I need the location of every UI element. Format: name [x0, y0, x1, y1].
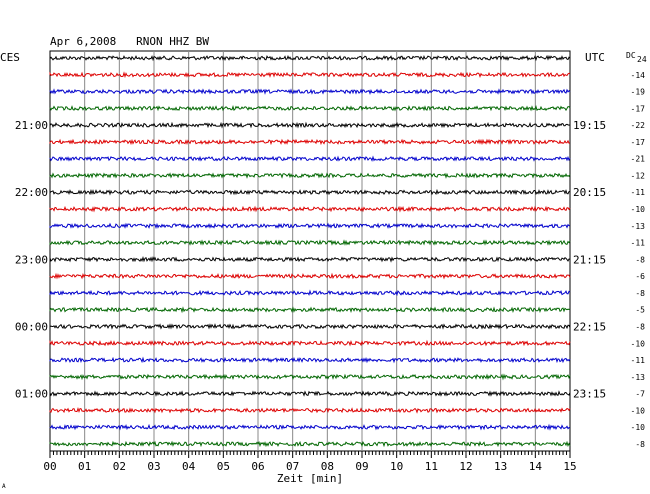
- dc-offset-value: -8: [635, 322, 645, 331]
- dc-offset-value: -17: [631, 104, 646, 113]
- right-hour-label: 20:15: [573, 186, 606, 199]
- dc-offset-value: -5: [635, 306, 645, 315]
- trace-5: [49, 138, 571, 146]
- trace-9: [49, 205, 571, 213]
- trace-23: [49, 440, 571, 448]
- dc-offset-value: -11: [631, 188, 646, 197]
- left-timezone-label: CES: [0, 51, 20, 64]
- trace-2: [49, 88, 571, 95]
- dc-offset-value: -11: [631, 239, 646, 248]
- trace-15: [49, 306, 571, 314]
- x-tick-label: 09: [355, 460, 368, 473]
- trace-3: [49, 104, 571, 112]
- minute-grid: [84, 51, 536, 451]
- x-tick-label: 13: [494, 460, 507, 473]
- dc-offset-value: -13: [631, 373, 646, 382]
- left-hour-label: 21:00: [15, 119, 48, 132]
- footer-mark: A: [2, 483, 6, 490]
- trace-16: [49, 323, 571, 330]
- x-axis: 00 01 02 03 04 05 06 07 08 09 10 11 12 13 14 15: [43, 451, 577, 473]
- dc-offset-value: -11: [631, 356, 646, 365]
- x-tick-label: 04: [182, 460, 196, 473]
- dc-offset-value: -8: [635, 255, 645, 264]
- dc-offset-value: -7: [635, 390, 645, 399]
- dc-offset-value: -17: [631, 138, 646, 147]
- trace-1: [49, 71, 571, 79]
- x-tick-label: 06: [251, 460, 264, 473]
- dc-offset-values: -14 -19 -17 -22 -17 -21 -12 -11 -10 -13 -11 -8 -6 -8 -…: [631, 71, 646, 449]
- chart-title: Apr 6,2008 RNON HHZ BW: [50, 35, 209, 48]
- x-tick-label: 12: [459, 460, 472, 473]
- x-tick-label: 10: [390, 460, 403, 473]
- dc-offset-value: -10: [631, 406, 646, 415]
- right-timezone-label: UTC: [585, 51, 605, 64]
- x-tick-label: 05: [217, 460, 230, 473]
- dc-offset-value: -10: [631, 423, 646, 432]
- dc-offset-value: -22: [631, 121, 646, 130]
- x-axis-label: Zeit [min]: [277, 472, 343, 485]
- trace-12: [49, 256, 571, 263]
- right-hour-label: 19:15: [573, 119, 606, 132]
- dc-offset-value: -19: [631, 88, 646, 97]
- x-tick-label: 15: [563, 460, 576, 473]
- dc-offset-value: -10: [631, 339, 646, 348]
- dc-offset-value: -21: [631, 155, 646, 164]
- trace-20: [49, 390, 571, 397]
- trace-17: [49, 339, 571, 347]
- dc-offset-value: -13: [631, 222, 646, 231]
- trace-4: [49, 121, 571, 129]
- trace-10: [49, 222, 571, 230]
- seismic-traces: [49, 54, 571, 448]
- trace-11: [49, 239, 571, 246]
- trace-18: [49, 356, 571, 364]
- right-hour-label: 21:15: [573, 253, 606, 266]
- x-tick-label: 07: [286, 460, 299, 473]
- trace-8: [49, 188, 571, 196]
- right-hour-labels: 19:15 20:15 21:15 22:15 23:15: [573, 119, 606, 400]
- trace-22: [49, 423, 571, 431]
- left-hour-label: 01:00: [15, 388, 48, 401]
- dc-header-value: 24: [637, 55, 647, 64]
- trace-13: [49, 272, 571, 280]
- dc-offset-value: -6: [635, 272, 645, 281]
- x-tick-label: 02: [113, 460, 126, 473]
- left-hour-label: 00:00: [15, 320, 48, 333]
- trace-21: [49, 407, 571, 414]
- dc-offset-value: -8: [635, 440, 645, 449]
- plot-frame: [49, 50, 571, 452]
- trace-19: [49, 373, 571, 381]
- left-hour-label: 22:00: [15, 186, 48, 199]
- x-tick-label: 01: [78, 460, 91, 473]
- right-hour-label: 22:15: [573, 320, 606, 333]
- trace-7: [49, 172, 571, 179]
- right-hour-label: 23:15: [573, 388, 606, 401]
- trace-14: [49, 289, 571, 297]
- trace-0: [49, 54, 571, 62]
- dc-offset-value: -14: [631, 71, 646, 80]
- left-hour-label: 23:00: [15, 253, 48, 266]
- left-hour-labels: 21:00 22:00 23:00 00:00 01:00: [15, 119, 48, 400]
- x-tick-label: 03: [147, 460, 160, 473]
- dc-label: DC: [626, 51, 636, 60]
- x-tick-label: 08: [321, 460, 334, 473]
- dc-offset-value: -8: [635, 289, 645, 298]
- dc-offset-value: -10: [631, 205, 646, 214]
- dc-offset-value: -12: [631, 171, 646, 180]
- x-tick-label: 14: [529, 460, 543, 473]
- x-tick-label: 11: [425, 460, 438, 473]
- x-tick-label: 00: [43, 460, 56, 473]
- trace-6: [49, 155, 571, 162]
